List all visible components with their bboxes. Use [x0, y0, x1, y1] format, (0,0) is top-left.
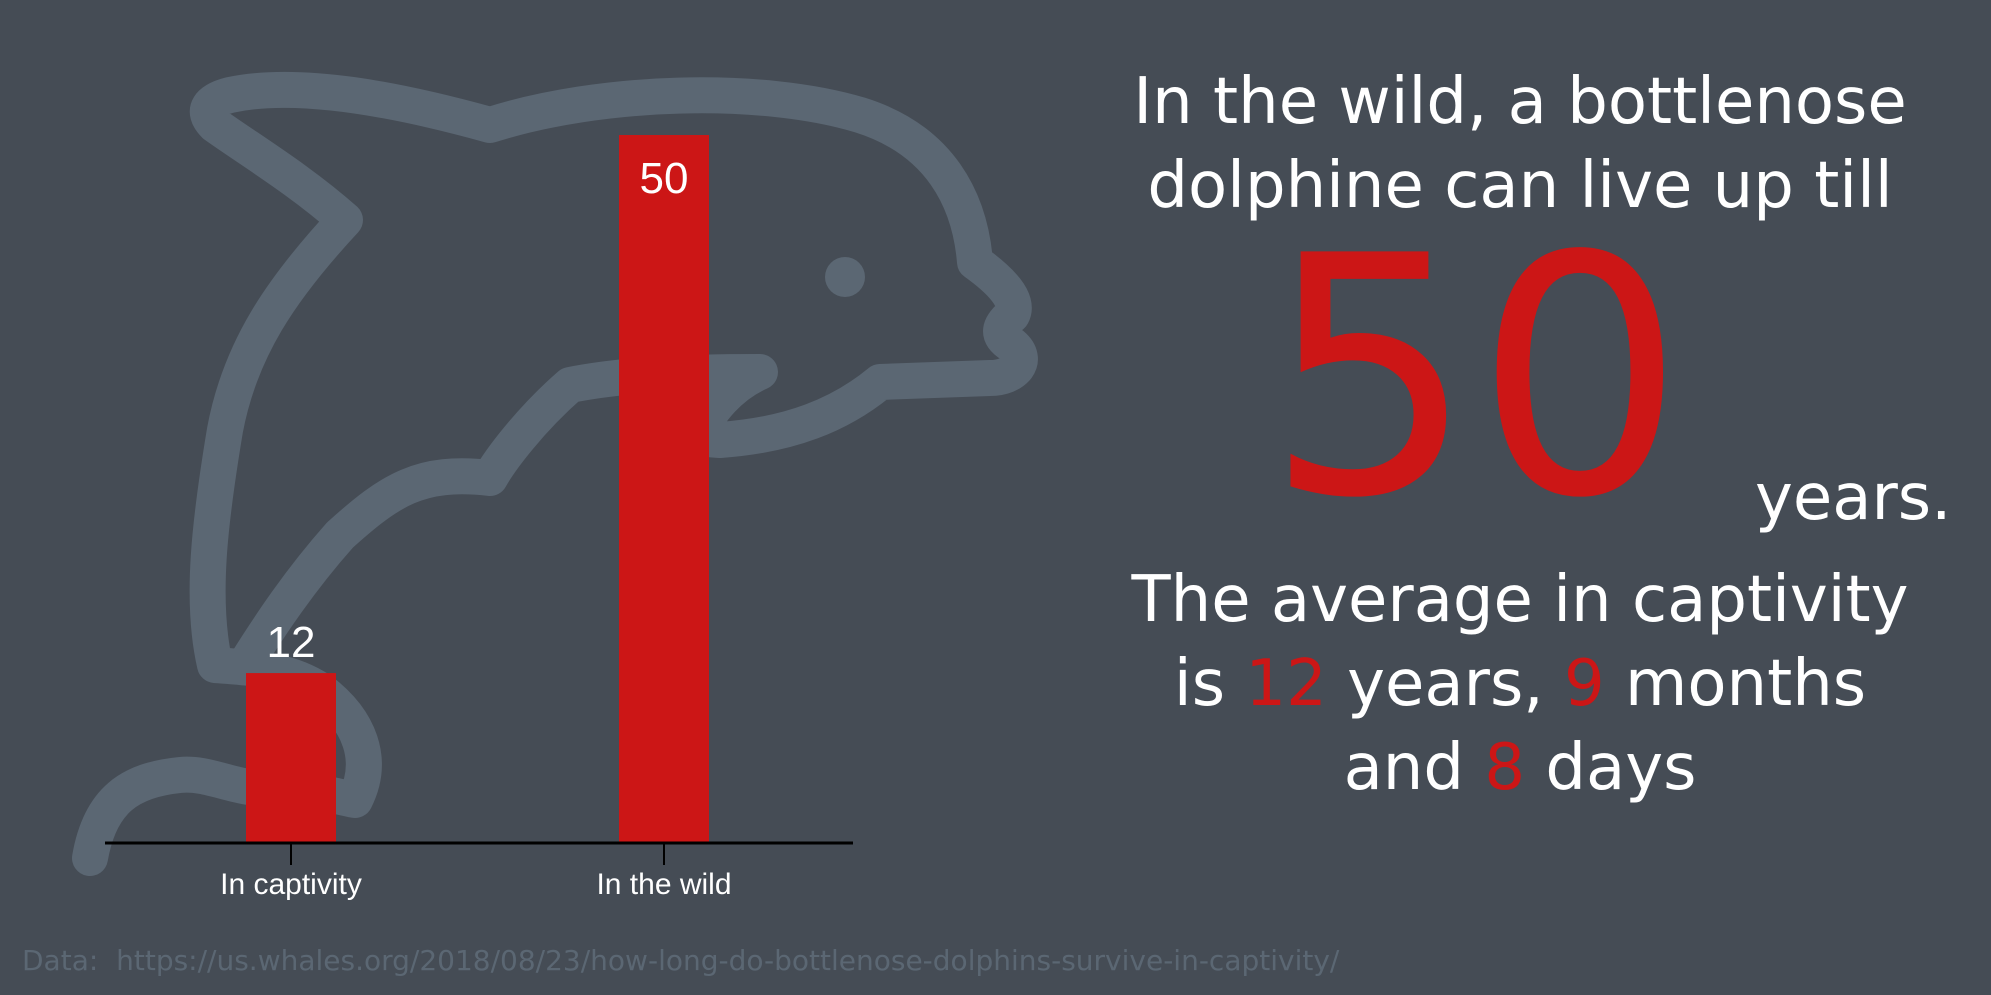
bar-value-label-1: 50: [640, 154, 689, 203]
bar-1: [619, 135, 709, 843]
captivity-months-value: 9: [1563, 647, 1605, 721]
captivity-days-value: 8: [1484, 731, 1526, 805]
captivity-years-word: years,: [1326, 647, 1564, 721]
captivity-is: is: [1173, 647, 1246, 721]
source-label: Data:: [22, 944, 99, 977]
big-number: 50: [1265, 186, 1685, 570]
dolphin-eye-icon: [825, 257, 865, 297]
captivity-detail: The average in captivity is 12 years, 9 …: [1070, 558, 1970, 810]
captivity-line1: The average in captivity: [1131, 563, 1909, 637]
captivity-years-value: 12: [1245, 647, 1327, 721]
source-note: Data: https://us.whales.org/2018/08/23/h…: [22, 944, 1339, 977]
info-panel: In the wild, a bottlenose dolphine can l…: [1070, 60, 1970, 810]
bars-group: 12 50: [246, 135, 709, 843]
captivity-days-word: days: [1525, 731, 1697, 805]
big-unit: years.: [1755, 461, 1952, 535]
ticks-group: In captivity In the wild: [220, 843, 732, 901]
source-url[interactable]: https://us.whales.org/2018/08/23/how-lon…: [116, 944, 1340, 977]
headline-line2: dolphine can live up till: [1147, 149, 1893, 223]
headline-line1: In the wild, a bottlenose: [1133, 65, 1907, 139]
x-tick-label-0: In captivity: [220, 868, 362, 901]
bar-value-label-0: 12: [267, 618, 316, 667]
dolphin-outline-icon: [72, 71, 1038, 876]
big-number-row: 50 years.: [1070, 198, 1970, 558]
captivity-and: and: [1343, 731, 1485, 805]
captivity-months-word: months: [1604, 647, 1867, 721]
x-tick-label-1: In the wild: [596, 868, 731, 901]
headline: In the wild, a bottlenose dolphine can l…: [1070, 60, 1970, 228]
bar-0: [246, 673, 336, 843]
